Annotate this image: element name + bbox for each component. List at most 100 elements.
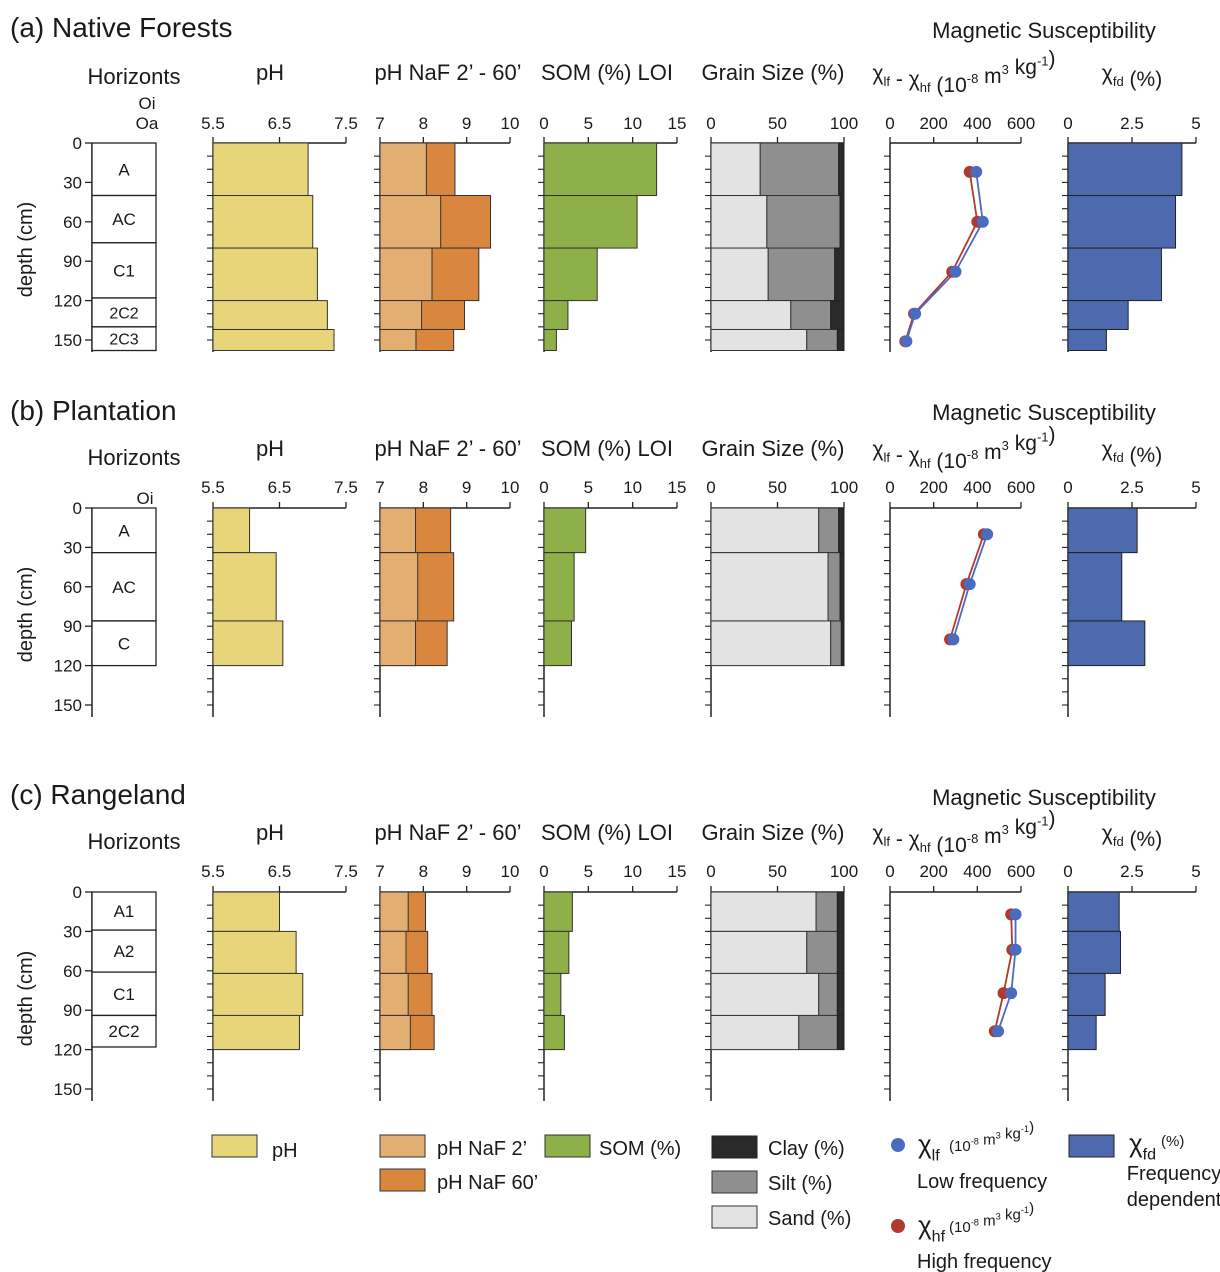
naf-heading: pH NaF 2’ - 60’ — [374, 820, 521, 845]
silt-bar — [790, 300, 832, 330]
x-tick-label: 5 — [1191, 862, 1200, 881]
naf-2-bar — [379, 552, 419, 622]
som-bar — [543, 552, 575, 622]
chi-fd-bar — [1067, 247, 1162, 302]
chi-difference-heading: χlf - χhf (10-8 m3 kg-1) — [872, 807, 1055, 856]
ph-bar — [212, 300, 328, 330]
x-tick-label: 15 — [668, 114, 687, 133]
legend-ph-label: pH — [272, 1140, 298, 1162]
clay-bar — [839, 195, 845, 249]
som-heading: SOM (%) LOI — [541, 820, 673, 845]
silt-bar — [827, 552, 841, 622]
legend-naf60-swatch — [379, 1168, 426, 1192]
sand-bar — [710, 247, 769, 302]
clay-bar — [836, 328, 845, 352]
chi-lf-point — [992, 1025, 1005, 1038]
clay-bar — [838, 507, 845, 554]
x-tick-label: 0 — [706, 478, 715, 497]
som-heading: SOM (%) LOI — [541, 60, 673, 85]
chi-fd-bar — [1067, 972, 1106, 1016]
clay-bar — [839, 552, 845, 622]
silt-bar — [818, 972, 838, 1016]
x-tick-label: 15 — [668, 478, 687, 497]
legend-som-swatch — [544, 1134, 591, 1158]
x-tick-label: 5 — [1191, 114, 1200, 133]
chi-axis: 0 200 400 600 — [884, 862, 1035, 1101]
x-tick-label: 0 — [706, 114, 715, 133]
legend-hf-desc: High frequency — [917, 1251, 1052, 1272]
horizon-box — [91, 1014, 157, 1048]
x-tick-label: 0 — [706, 862, 715, 881]
clay-bar — [830, 300, 845, 330]
ph-bar — [212, 552, 277, 622]
depth-axis-label: depth (cm) — [15, 567, 37, 663]
ph-heading: pH — [256, 436, 284, 461]
x-tick-label: 5 — [584, 862, 593, 881]
ph-bar — [212, 195, 314, 249]
naf-2-bar — [379, 142, 427, 197]
depth-tick-label: 60 — [63, 578, 82, 597]
ph-bar — [212, 507, 251, 554]
grain-size-heading: Grain Size (%) — [701, 60, 844, 85]
naf-2-bar — [379, 1014, 411, 1051]
clay-bar — [836, 930, 845, 974]
chi-lf-point — [1009, 943, 1022, 956]
chi-fd-bar — [1067, 142, 1183, 197]
legend-sand-label: Sand (%) — [768, 1208, 851, 1230]
som-heading: SOM (%) LOI — [541, 436, 673, 461]
legend: pH pH NaF 2’ pH NaF 60’ SOM (%) Clay (%) Silt… — [211, 1133, 1220, 1272]
horizon-label: 2C2 — [109, 305, 138, 322]
horizon-box — [91, 620, 157, 667]
depth-tick-label: 30 — [63, 173, 82, 192]
ph-bar — [212, 972, 304, 1016]
panel-2: (b) Plantation Magnetic Susceptibility Hor… — [10, 395, 1201, 717]
ph-bar — [212, 930, 297, 974]
chi-lf-point — [900, 335, 913, 348]
horizon-label: C — [118, 634, 130, 653]
x-tick-label: 0 — [885, 114, 894, 133]
x-tick-label: 9 — [462, 114, 471, 133]
legend-naf2-swatch — [379, 1134, 426, 1158]
legend-fd-unit: (%) — [1161, 1133, 1184, 1150]
silt-bar — [806, 930, 838, 974]
clay-bar — [834, 247, 845, 302]
horizon-label: A — [118, 521, 130, 540]
som-bar — [543, 507, 587, 554]
depth-tick-label: 90 — [63, 617, 82, 636]
magnetic-susceptibility-heading: Magnetic Susceptibility — [932, 400, 1156, 425]
silt-bar — [767, 247, 836, 302]
depth-tick-label: 30 — [63, 538, 82, 557]
x-tick-label: 0 — [885, 862, 894, 881]
sand-bar — [710, 507, 820, 554]
organic-horizon-label: Oa — [136, 114, 159, 133]
legend-naf2-label: pH NaF 2’ — [437, 1138, 527, 1160]
chi-lf-point — [1005, 987, 1018, 1000]
x-tick-label: 0 — [1063, 114, 1072, 133]
x-tick-label: 10 — [623, 862, 642, 881]
legend-fd-symbol: χfd — [1129, 1128, 1156, 1163]
horizon-box — [91, 891, 157, 931]
organic-horizon-label: Oi — [139, 94, 156, 113]
chi-difference-heading: χlf - χhf (10-8 m3 kg-1) — [872, 423, 1055, 472]
naf-2-bar — [379, 891, 409, 932]
x-tick-label: 8 — [419, 114, 428, 133]
depth-axis-label: depth (cm) — [15, 202, 37, 298]
depth-tick-label: 0 — [73, 883, 82, 902]
clay-bar — [838, 142, 845, 197]
legend-lf-desc: Low frequency — [917, 1171, 1047, 1193]
naf-2-bar — [379, 620, 417, 667]
depth-tick-label: 120 — [54, 657, 82, 676]
x-tick-label: 2.5 — [1120, 478, 1144, 497]
horizons-heading: Horizonts — [88, 445, 181, 470]
horizons-heading: Horizonts — [88, 64, 181, 89]
som-bar — [543, 142, 658, 197]
sand-bar — [710, 300, 792, 330]
x-tick-label: 7.5 — [334, 862, 358, 881]
depth-tick-label: 150 — [54, 1080, 82, 1099]
chi-fd-bar — [1067, 195, 1177, 249]
x-tick-label: 50 — [768, 114, 787, 133]
x-tick-label: 10 — [623, 478, 642, 497]
x-tick-label: 0 — [1063, 862, 1072, 881]
som-bar — [543, 195, 638, 249]
